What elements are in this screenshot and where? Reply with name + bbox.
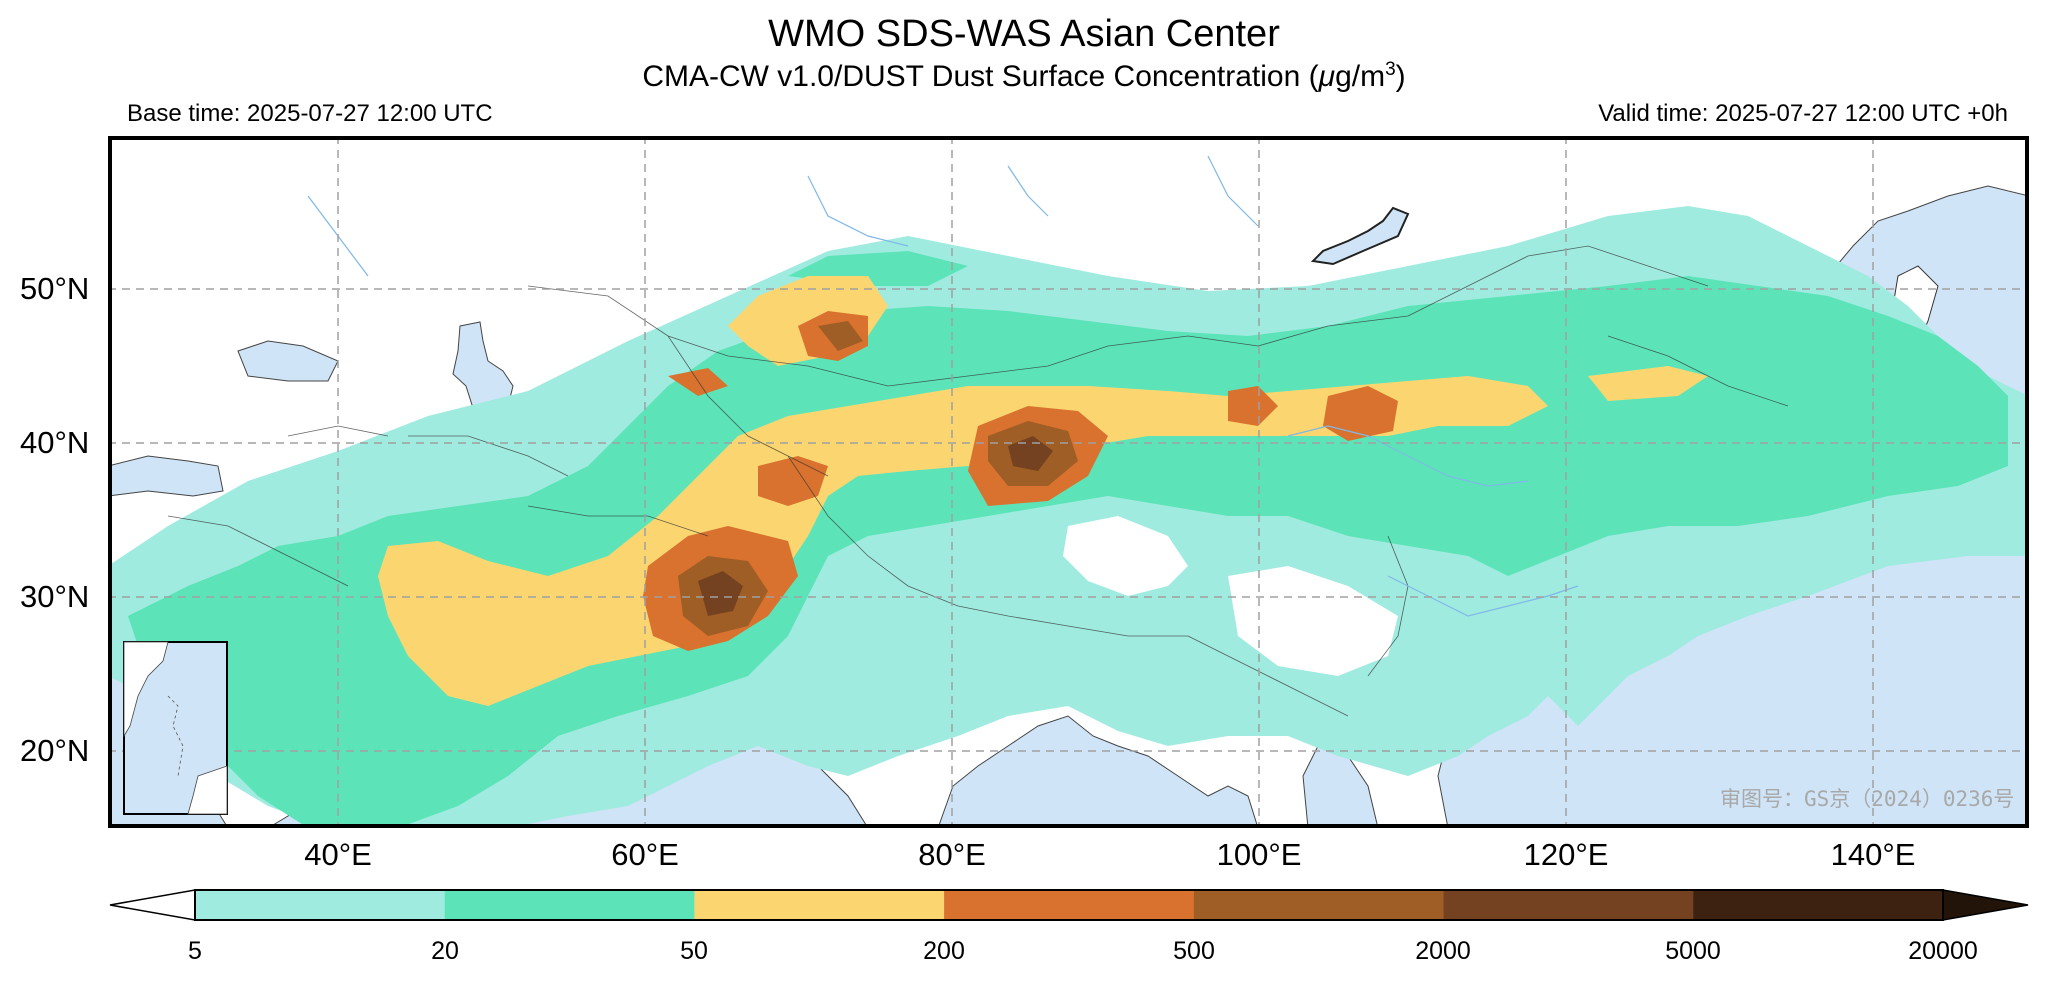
colorbar-over-arrow	[1942, 889, 2029, 921]
colorbar-tick-2000: 2000	[1415, 937, 1471, 965]
lon-label-60e: 60°E	[611, 837, 679, 872]
colorbar-segment	[444, 890, 695, 920]
colorbar-tick-200: 200	[923, 937, 965, 965]
lat-label-30n: 30°N	[20, 579, 90, 614]
map-subtitle: CMA-CW v1.0/DUST Dust Surface Concentrat…	[0, 52, 2048, 95]
colorbar-segment	[944, 890, 1195, 920]
colorbar-tick-5000: 5000	[1665, 937, 1721, 965]
colorbar-segment	[1443, 890, 1694, 920]
dust-layer-2000-5000	[698, 436, 1053, 616]
map-border	[108, 136, 2029, 828]
subtitle-close: )	[1395, 60, 1406, 93]
approval-watermark: 审图号：GS京（2024）0236号	[1720, 787, 2015, 811]
mediterranean-sea	[108, 455, 224, 497]
lon-label-100e: 100°E	[1216, 837, 1302, 872]
colorbar-under-arrow	[109, 889, 196, 921]
lon-label-120e: 120°E	[1523, 837, 1609, 872]
country-borders	[167, 245, 1789, 717]
lon-label-40e: 40°E	[304, 837, 372, 872]
black-sea	[237, 340, 339, 382]
lat-label-20n: 20°N	[20, 733, 90, 768]
colorbar-segment	[1693, 890, 1944, 920]
colorbar-tick-20: 20	[431, 937, 459, 965]
colorbar-tick-500: 500	[1173, 937, 1215, 965]
lat-label-50n: 50°N	[20, 271, 90, 306]
colorbar-tick-50: 50	[680, 937, 708, 965]
colorbar	[109, 889, 2029, 921]
lon-label-80e: 80°E	[918, 837, 986, 872]
subtitle-main: CMA-CW v1.0/DUST Dust Surface Concentrat…	[642, 60, 1319, 93]
dust-map-canvas	[108, 136, 2029, 828]
colorbar-tick-20000: 20000	[1908, 937, 1978, 965]
gridlines	[108, 136, 2029, 828]
south-china-sea-inset	[123, 641, 228, 815]
base-time-label: Base time: 2025-07-27 12:00 UTC	[127, 100, 493, 127]
colorbar-segment	[195, 890, 446, 920]
colorbar-segment	[694, 890, 945, 920]
subtitle-unit: g/m	[1335, 60, 1386, 93]
colorbar-tick-5: 5	[188, 937, 202, 965]
colorbar-segment	[1193, 890, 1445, 920]
subtitle-mu: μ	[1318, 60, 1336, 93]
colorbar-frame	[194, 889, 1944, 921]
lake-baikal	[1310, 206, 1410, 266]
lon-label-140e: 140°E	[1830, 837, 1916, 872]
dust-map	[108, 136, 2029, 828]
map-title: WMO SDS-WAS Asian Center	[768, 13, 1280, 55]
lat-label-40n: 40°N	[20, 425, 90, 460]
subtitle-exponent: 3	[1385, 59, 1396, 80]
valid-time-label: Valid time: 2025-07-27 12:00 UTC +0h	[1598, 100, 2008, 127]
